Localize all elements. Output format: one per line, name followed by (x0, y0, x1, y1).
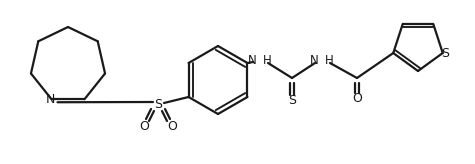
Text: S: S (441, 47, 449, 60)
Text: N: N (46, 93, 55, 106)
Text: O: O (352, 92, 362, 104)
Text: H: H (325, 53, 334, 66)
Text: S: S (288, 93, 296, 106)
Text: S: S (154, 99, 162, 112)
Text: H: H (263, 53, 272, 66)
Text: N: N (248, 53, 257, 66)
Text: O: O (139, 121, 149, 133)
Text: O: O (167, 121, 177, 133)
Text: N: N (310, 53, 319, 66)
